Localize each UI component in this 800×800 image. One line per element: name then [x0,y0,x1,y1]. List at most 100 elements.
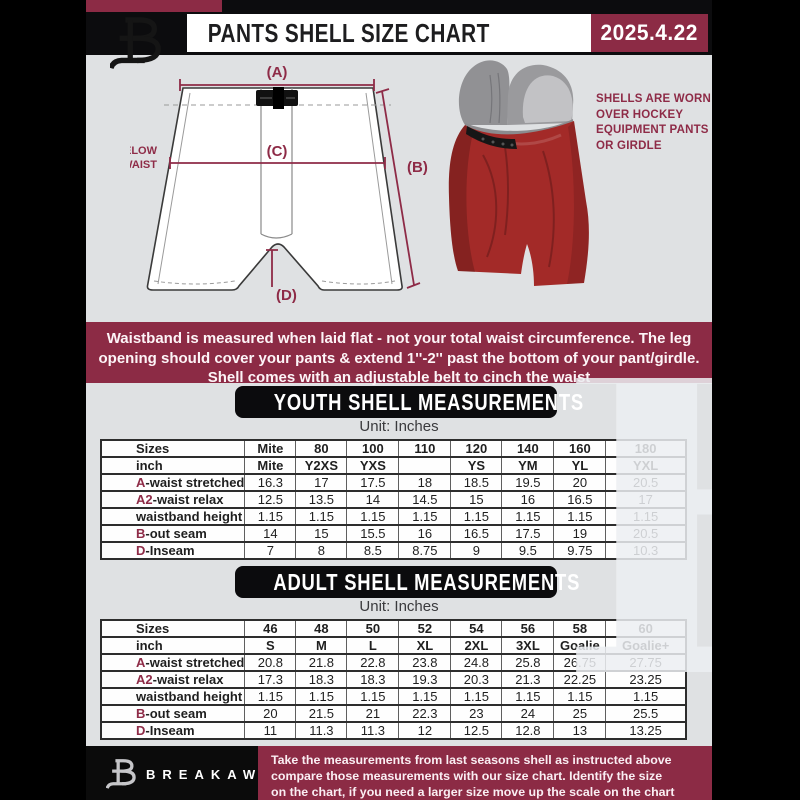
table-header-row: Sizes Mite 80 100 110 120 140 160 180 [101,439,686,457]
value-cell: 13.25 [605,721,686,739]
value-cell: 8 [295,541,347,559]
value-cell: 18.3 [346,670,399,688]
row-label-cell: D-Inseam [101,541,245,559]
value-cell: 14 [346,490,399,508]
diagram-label-d: (D) [276,287,297,304]
value-cell: 12.5 [450,721,502,739]
value-cell: 16 [398,524,451,542]
value-cell: 1.15 [244,687,296,705]
value-cell: 26.75 [553,653,606,671]
value-cell: 1.15 [346,507,399,525]
adult-unit-label: Unit: Inches [359,598,439,615]
value-cell: 20 [244,704,296,722]
size-header-cell: YXL [605,456,686,474]
adult-section-title: ADULT SHELL MEASUREMENTS [273,569,581,595]
value-cell: 27.75 [605,653,686,671]
photo-caption: SHELLS ARE WORN OVER HOCKEY EQUIPMENT PANT… [596,92,712,154]
value-cell: 17.5 [346,473,399,491]
row-label-cell: A-waist stretched [101,473,245,491]
value-cell: 20.5 [605,473,686,491]
size-header-cell: Goalie [553,636,606,654]
table-row: waistband height 1.15 1.15 1.15 1.15 1.15 1.15… [101,507,686,525]
value-cell: 12 [398,721,451,739]
value-cell: 14 [244,524,296,542]
youth-size-table: Sizes Mite 80 100 110 120 140 160 180 inch Mite Y2X… [100,439,687,560]
youth-section-title: YOUTH SHELL MEASUREMENTS [273,389,585,415]
value-cell: 22.3 [398,704,451,722]
size-header-cell: L [346,636,399,654]
value-cell: 17 [605,490,686,508]
table-row: waistband height 1.15 1.15 1.15 1.15 1.15 1.15… [101,687,686,705]
row-label-cell: A-waist stretched [101,653,245,671]
value-cell: 15 [295,524,347,542]
size-header-cell: YS [450,456,502,474]
size-header-cell: 50 [346,619,399,637]
value-cell: 1.15 [295,687,347,705]
size-header-cell: 110 [398,439,451,457]
value-cell: 11.3 [346,721,399,739]
shorts-outline [146,87,403,291]
size-chart-page: PANTS SHELL SIZE CHART 2025.4.22 B [86,0,712,800]
size-header-cell: 80 [295,439,347,457]
text-line: OR GIRDLE [596,139,662,152]
text-line: Take the measurements from last seasons … [271,753,672,767]
row-label-cell: Sizes [101,439,245,457]
table-row: B-out seam 14 15 15.5 16 16.5 17.5 19 20.5 [101,524,686,542]
size-header-cell: 140 [501,439,554,457]
value-cell: 1.15 [346,687,399,705]
diagram-label-b: (B) [407,159,428,176]
value-cell: 23.8 [398,653,451,671]
size-header-cell: Goalie+ [605,636,686,654]
footer-bar: BREAKAWAY Take the measurements from las… [86,746,712,800]
value-cell: 19 [553,524,606,542]
text-line: Waistband is measured when laid flat - n… [106,330,692,347]
value-cell: 25.5 [605,704,686,722]
text-line: compare those measurements with our size… [271,769,663,783]
value-cell: 16.3 [244,473,296,491]
table-header-row: inch Mite Y2XS YXS YS YM YL YXL [101,456,686,474]
size-header-cell: 52 [398,619,451,637]
value-cell: 8.75 [398,541,451,559]
table-row: A2-waist relax 17.3 18.3 18.3 19.3 20.3 21.3 22… [101,670,686,688]
text-line: EQUIPMENT PANTS [596,124,709,136]
value-cell: 16 [501,490,554,508]
value-cell: 1.15 [501,687,554,705]
measure-letter: D [136,723,146,738]
row-label-cell: waistband height [101,687,245,705]
date-badge: 2025.4.22 [591,14,708,52]
value-cell: 1.15 [450,687,502,705]
value-cell: 22.25 [553,670,606,688]
size-header-cell: 100 [346,439,399,457]
row-label-cell: inch [101,636,245,654]
size-header-cell [398,456,451,474]
size-header-cell: 58 [553,619,606,637]
value-cell: 23.25 [605,670,686,688]
value-cell: 1.15 [295,507,347,525]
table-row: B-out seam 20 21.5 21 22.3 23 24 25 25.5 [101,704,686,722]
size-header-cell: 46 [244,619,296,637]
value-cell: 13.5 [295,490,347,508]
header-bar: PANTS SHELL SIZE CHART 2025.4.22 [86,0,712,55]
size-header-cell: S [244,636,296,654]
page-title-box: PANTS SHELL SIZE CHART [187,14,591,52]
value-cell: 25.8 [501,653,554,671]
value-cell: 20 [553,473,606,491]
below-waist-note-line1: 7'' BELOW [130,145,158,157]
row-label-cell: B-out seam [101,704,245,722]
value-cell: 15 [450,490,502,508]
adult-section-banner: ADULT SHELL MEASUREMENTS [235,566,579,598]
size-header-cell: 3XL [501,636,554,654]
page-title: PANTS SHELL SIZE CHART [207,18,490,48]
measure-letter: B [136,526,146,541]
size-header-cell: 48 [295,619,347,637]
diagram-label-a: (A) [267,64,288,81]
size-header-cell: XL [398,636,451,654]
value-cell: 14.5 [398,490,451,508]
text-line: opening should cover your pants & extend… [98,349,700,367]
size-header-cell: 56 [501,619,554,637]
adult-size-table: Sizes 46 48 50 52 54 56 58 60 inch S M L XL 2XL 3XL Goal… [100,619,687,740]
value-cell: 21.3 [501,670,554,688]
footer-instructions: Take the measurements from last seasons … [258,746,712,800]
